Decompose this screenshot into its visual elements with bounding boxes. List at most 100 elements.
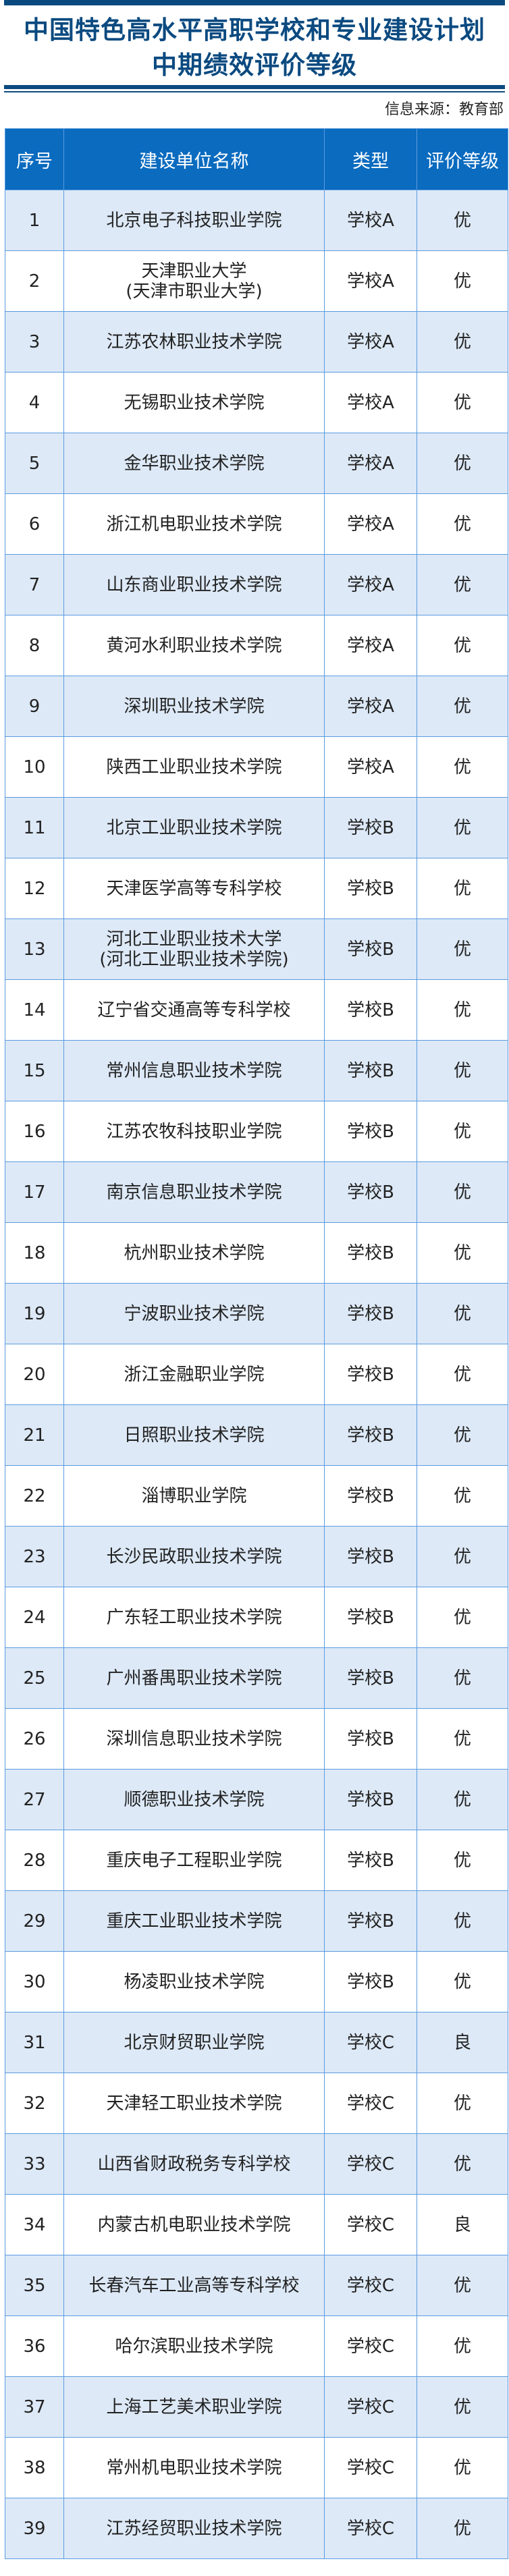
row-number: 34 [5, 2194, 64, 2255]
evaluation-grade: 优 [417, 797, 508, 858]
row-number: 26 [5, 1708, 64, 1770]
institution-type: 学校B [324, 919, 417, 980]
row-number: 6 [5, 493, 64, 555]
institution-name: 北京电子科技职业学院 [63, 190, 325, 251]
institution-name: 天津医学高等专科学校 [63, 858, 325, 919]
table-row: 24 广东轻工职业技术学院 学校B 优 [5, 1587, 508, 1648]
evaluation-grade: 优 [417, 1465, 508, 1527]
row-number: 28 [5, 1830, 64, 1891]
institution-name: 山西省财政税务专科学校 [63, 2133, 325, 2195]
institution-type: 学校B [324, 1040, 417, 1101]
institution-name: 长沙民政职业技术学院 [63, 1526, 325, 1587]
page-title: 中国特色高水平高职学校和专业建设计划 [24, 16, 485, 45]
table-row: 8 黄河水利职业技术学院 学校A 优 [5, 615, 508, 676]
institution-name: 重庆工业职业技术学院 [63, 1890, 325, 1952]
page-subtitle: 中期绩效评价等级 [152, 51, 357, 80]
institution-type: 学校C [324, 2498, 417, 2559]
table-row: 19 宁波职业技术学院 学校B 优 [5, 1283, 508, 1344]
institution-type: 学校A [324, 736, 417, 798]
table-row: 36 哈尔滨职业技术学院 学校C 优 [5, 2315, 508, 2377]
institution-type: 学校B [324, 1830, 417, 1891]
row-number: 37 [5, 2376, 64, 2438]
institution-type: 学校A [324, 615, 417, 676]
institution-type: 学校B [324, 1708, 417, 1770]
institution-type: 学校A [324, 493, 417, 555]
row-number: 12 [5, 858, 64, 919]
table-row: 7 山东商业职业技术学院 学校A 优 [5, 554, 508, 615]
evaluation-grade: 优 [417, 676, 508, 737]
institution-name: 浙江机电职业技术学院 [63, 493, 325, 555]
table-row: 37 上海工艺美术职业学院 学校C 优 [5, 2376, 508, 2438]
institution-name: 河北工业职业技术大学 (河北工业职业技术学院) [63, 919, 325, 980]
table-row: 1 北京电子科技职业学院 学校A 优 [5, 190, 508, 251]
institution-name: 广东轻工职业技术学院 [63, 1587, 325, 1648]
divider [4, 85, 505, 89]
table-row: 29 重庆工业职业技术学院 学校B 优 [5, 1890, 508, 1952]
row-number: 8 [5, 615, 64, 676]
row-number: 2 [5, 250, 64, 312]
evaluation-grade: 优 [417, 372, 508, 433]
institution-name: 常州信息职业技术学院 [63, 1040, 325, 1101]
evaluation-grade: 优 [417, 2498, 508, 2559]
evaluation-grade: 优 [417, 1283, 508, 1344]
institution-name: 常州机电职业技术学院 [63, 2437, 325, 2498]
institution-name: 宁波职业技术学院 [63, 1283, 325, 1344]
evaluation-grade: 优 [417, 2376, 508, 2438]
table-row: 20 浙江金融职业学院 学校B 优 [5, 1344, 508, 1405]
evaluation-grade: 优 [417, 1101, 508, 1162]
evaluation-grade: 优 [417, 1587, 508, 1648]
institution-name: 黄河水利职业技术学院 [63, 615, 325, 676]
row-number: 30 [5, 1951, 64, 2012]
evaluation-grade: 优 [417, 2437, 508, 2498]
table-row: 34 内蒙古机电职业技术学院 学校C 良 [5, 2194, 508, 2255]
row-number: 29 [5, 1890, 64, 1952]
table-header: 序号 建设单位名称 类型 评价等级 [5, 128, 508, 190]
institution-name: 广州番禺职业技术学院 [63, 1647, 325, 1709]
institution-type: 学校C [324, 2194, 417, 2255]
institution-type: 学校B [324, 1769, 417, 1830]
col-header-type: 类型 [324, 128, 417, 190]
evaluation-grade: 优 [417, 554, 508, 615]
divider [4, 91, 505, 92]
evaluation-grade: 良 [417, 2194, 508, 2255]
institution-type: 学校A [324, 311, 417, 373]
evaluation-grade: 优 [417, 858, 508, 919]
institution-name: 浙江金融职业学院 [63, 1344, 325, 1405]
row-number: 10 [5, 736, 64, 798]
table-row: 21 日照职业技术学院 学校B 优 [5, 1404, 508, 1466]
evaluation-grade: 优 [417, 1951, 508, 2012]
institution-name: 上海工艺美术职业学院 [63, 2376, 325, 2438]
table-row: 38 常州机电职业技术学院 学校C 优 [5, 2437, 508, 2498]
institution-type: 学校B [324, 1283, 417, 1344]
table-row: 12 天津医学高等专科学校 学校B 优 [5, 858, 508, 919]
institution-name: 淄博职业学院 [63, 1465, 325, 1527]
table-row: 17 南京信息职业技术学院 学校B 优 [5, 1161, 508, 1223]
row-number: 7 [5, 554, 64, 615]
table-row: 33 山西省财政税务专科学校 学校C 优 [5, 2133, 508, 2195]
table-row: 4 无锡职业技术学院 学校A 优 [5, 372, 508, 433]
institution-type: 学校B [324, 1161, 417, 1223]
table-row: 2 天津职业大学 (天津市职业大学) 学校A 优 [5, 250, 508, 312]
institution-type: 学校A [324, 676, 417, 737]
row-number: 35 [5, 2255, 64, 2316]
institution-name: 顺德职业技术学院 [63, 1769, 325, 1830]
table-row: 32 天津轻工职业技术学院 学校C 优 [5, 2073, 508, 2134]
table-row: 23 长沙民政职业技术学院 学校B 优 [5, 1526, 508, 1587]
row-number: 13 [5, 919, 64, 980]
row-number: 9 [5, 676, 64, 737]
institution-name: 杭州职业技术学院 [63, 1222, 325, 1284]
institution-type: 学校B [324, 1404, 417, 1466]
table-row: 3 江苏农林职业技术学院 学校A 优 [5, 311, 508, 373]
institution-name: 辽宁省交通高等专科学校 [63, 979, 325, 1041]
institution-type: 学校C [324, 2315, 417, 2377]
table-row: 18 杭州职业技术学院 学校B 优 [5, 1222, 508, 1284]
evaluation-grade: 优 [417, 1526, 508, 1587]
row-number: 5 [5, 433, 64, 494]
table-row: 22 淄博职业学院 学校B 优 [5, 1465, 508, 1527]
institution-type: 学校B [324, 1647, 417, 1709]
evaluation-grade: 优 [417, 1040, 508, 1101]
institution-name: 金华职业技术学院 [63, 433, 325, 494]
evaluation-grade: 优 [417, 493, 508, 555]
institution-type: 学校B [324, 1951, 417, 2012]
evaluation-grade: 优 [417, 736, 508, 798]
